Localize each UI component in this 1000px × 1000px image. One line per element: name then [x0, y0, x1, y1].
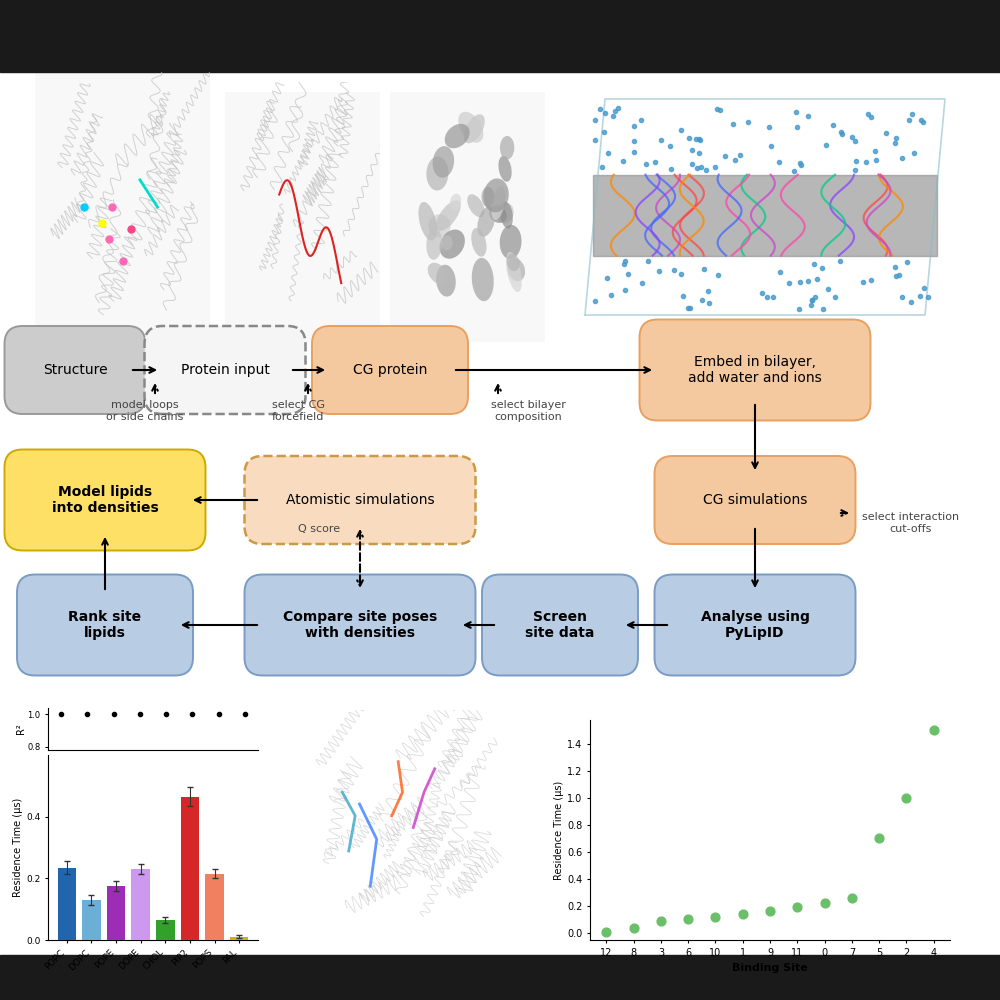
- Ellipse shape: [428, 214, 451, 237]
- Ellipse shape: [491, 187, 505, 220]
- Ellipse shape: [433, 146, 454, 178]
- Ellipse shape: [489, 205, 507, 223]
- FancyBboxPatch shape: [244, 574, 476, 676]
- FancyBboxPatch shape: [482, 574, 638, 676]
- Ellipse shape: [436, 201, 461, 231]
- Bar: [593, 175, 937, 256]
- Ellipse shape: [458, 112, 483, 143]
- Text: Q score: Q score: [298, 524, 340, 534]
- Y-axis label: Residence Time (µs): Residence Time (µs): [13, 798, 23, 897]
- Bar: [205, 874, 224, 940]
- Text: select interaction
cut-offs: select interaction cut-offs: [862, 512, 959, 534]
- Ellipse shape: [464, 114, 485, 143]
- Text: Rank site
lipids: Rank site lipids: [68, 610, 142, 640]
- FancyBboxPatch shape: [654, 456, 855, 544]
- Point: [871, 830, 887, 846]
- Text: Structure: Structure: [43, 363, 107, 377]
- Point: [817, 895, 833, 911]
- Y-axis label: Residence Time (µs): Residence Time (µs): [554, 780, 564, 880]
- Text: Compare site poses
with densities: Compare site poses with densities: [283, 610, 437, 640]
- Ellipse shape: [426, 156, 448, 191]
- Point: [680, 911, 696, 927]
- Ellipse shape: [483, 178, 509, 212]
- Ellipse shape: [450, 194, 461, 210]
- Bar: [0, 955, 1000, 1000]
- Ellipse shape: [481, 187, 494, 207]
- Text: CG simulations: CG simulations: [703, 493, 807, 507]
- Bar: [131, 869, 150, 940]
- Ellipse shape: [506, 252, 522, 292]
- Ellipse shape: [436, 265, 456, 297]
- Ellipse shape: [426, 228, 442, 260]
- Text: CG protein: CG protein: [353, 363, 427, 377]
- Text: select CG
forcefield: select CG forcefield: [272, 400, 324, 422]
- Bar: [230, 937, 248, 940]
- Text: Atomistic simulations: Atomistic simulations: [286, 493, 434, 507]
- Bar: [156, 920, 175, 940]
- Y-axis label: R²: R²: [16, 724, 26, 734]
- Bar: [82, 900, 101, 940]
- Text: Screen
site data: Screen site data: [525, 610, 595, 640]
- Text: select bilayer
composition: select bilayer composition: [491, 400, 565, 422]
- Bar: [35, 72, 210, 342]
- Point: [926, 722, 942, 738]
- Bar: [390, 92, 545, 342]
- Ellipse shape: [471, 228, 487, 257]
- Point: [898, 790, 914, 806]
- Point: [735, 906, 751, 922]
- Text: Protein input: Protein input: [181, 363, 269, 377]
- Ellipse shape: [439, 230, 465, 259]
- FancyBboxPatch shape: [244, 456, 476, 544]
- Ellipse shape: [507, 258, 525, 281]
- Point: [762, 903, 778, 919]
- Text: model loops
or side chains: model loops or side chains: [106, 400, 184, 422]
- X-axis label: Binding Site: Binding Site: [732, 963, 808, 973]
- Ellipse shape: [507, 254, 520, 271]
- Ellipse shape: [498, 156, 512, 182]
- Ellipse shape: [500, 225, 522, 259]
- Point: [653, 913, 669, 929]
- Point: [789, 899, 805, 915]
- Ellipse shape: [497, 203, 514, 223]
- FancyBboxPatch shape: [4, 450, 206, 550]
- Point: [707, 909, 723, 925]
- FancyBboxPatch shape: [312, 326, 468, 414]
- Ellipse shape: [477, 206, 495, 237]
- Text: Model lipids
into densities: Model lipids into densities: [52, 485, 158, 515]
- Bar: [107, 886, 125, 940]
- Bar: [181, 797, 199, 940]
- Bar: [225, 92, 380, 342]
- Ellipse shape: [472, 258, 494, 301]
- Bar: [0, 0, 1000, 72]
- Ellipse shape: [445, 124, 470, 148]
- FancyBboxPatch shape: [654, 574, 855, 676]
- Point: [844, 890, 860, 906]
- Ellipse shape: [500, 202, 513, 229]
- FancyBboxPatch shape: [640, 320, 870, 420]
- FancyBboxPatch shape: [17, 574, 193, 676]
- Text: Analyse using
PyLipID: Analyse using PyLipID: [701, 610, 809, 640]
- Ellipse shape: [467, 194, 485, 217]
- Point: [626, 920, 642, 936]
- Ellipse shape: [441, 235, 453, 250]
- Ellipse shape: [500, 136, 514, 159]
- Bar: [58, 868, 76, 940]
- FancyBboxPatch shape: [145, 326, 306, 414]
- Ellipse shape: [418, 202, 437, 241]
- FancyBboxPatch shape: [5, 326, 146, 414]
- Ellipse shape: [428, 263, 448, 284]
- Point: [598, 924, 614, 940]
- Text: Embed in bilayer,
add water and ions: Embed in bilayer, add water and ions: [688, 355, 822, 385]
